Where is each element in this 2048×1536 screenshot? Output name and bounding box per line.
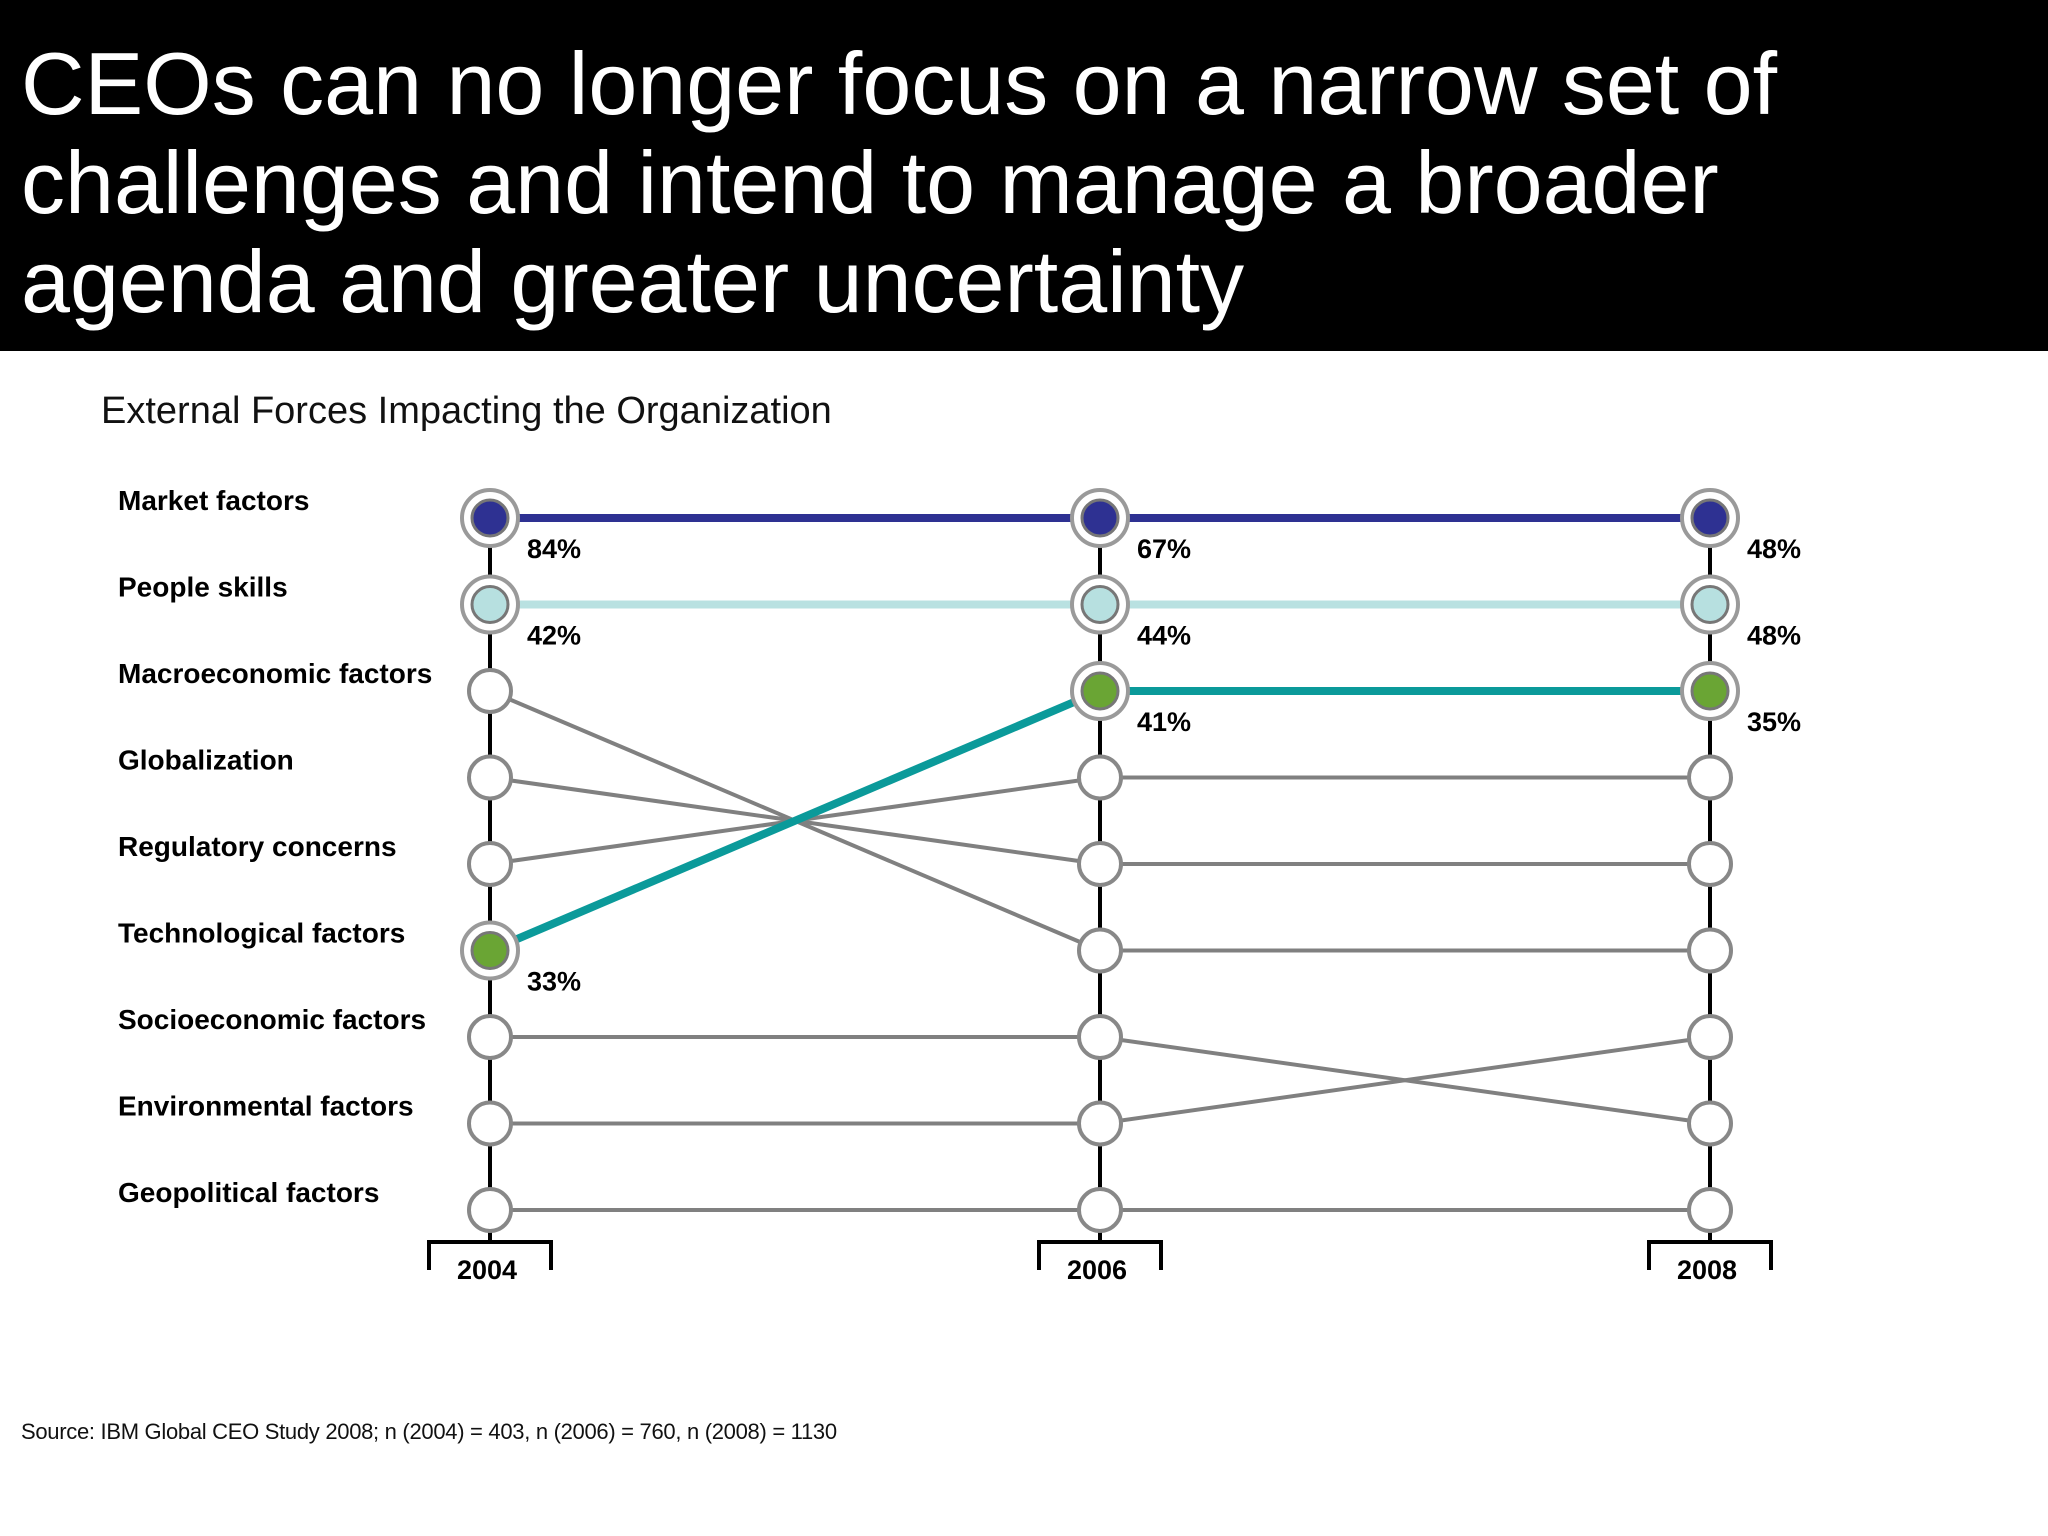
marker-regulatory-concerns-2008 [1687, 754, 1733, 801]
marker-people-skills-2006 [1080, 585, 1120, 624]
marker-environmental-factors-2004 [467, 1100, 513, 1147]
page-title: CEOs can no longer focus on a narrow set… [21, 34, 1778, 331]
year-bracket-2004 [427, 1240, 553, 1270]
marker-socioeconomic-factors-2004 [467, 1014, 513, 1060]
marker-geopolitical-factors-2004 [467, 1187, 513, 1233]
marker-regulatory-concerns-2006 [1077, 754, 1123, 801]
category-label-macroeconomic-factors: Macroeconomic factors [118, 658, 432, 689]
marker-macroeconomic-factors-2008 [1687, 927, 1733, 974]
value-label-technological-factors-2006: 41% [1137, 707, 1191, 737]
marker-technological-factors-2008 [1690, 671, 1730, 711]
marker-geopolitical-factors-2008 [1687, 1187, 1733, 1233]
value-label-people-skills-2004: 42% [527, 621, 581, 651]
marker-people-skills-2008 [1690, 585, 1730, 624]
marker-people-skills-2004 [470, 585, 510, 624]
marker-geopolitical-factors-2006 [1077, 1187, 1123, 1233]
title-bar: CEOs can no longer focus on a narrow set… [0, 0, 2048, 351]
value-label-people-skills-2008: 48% [1747, 621, 1801, 651]
marker-regulatory-concerns-2004 [467, 841, 513, 887]
category-label-regulatory-concerns: Regulatory concerns [118, 831, 397, 862]
series-line-technological-factors-2004-2006 [488, 687, 1102, 955]
marker-market-factors-2008 [1690, 498, 1730, 538]
marker-globalization-2004 [467, 754, 513, 801]
category-label-globalization: Globalization [118, 745, 294, 776]
year-bracket-2006 [1037, 1240, 1163, 1270]
category-label-environmental-factors: Environmental factors [118, 1091, 414, 1122]
year-bracket-2008 [1647, 1240, 1773, 1270]
year-label-2004: 2004 [457, 1255, 517, 1285]
value-label-market-factors-2006: 67% [1137, 534, 1191, 564]
marker-market-factors-2006 [1080, 498, 1120, 538]
category-label-technological-factors: Technological factors [118, 918, 405, 949]
marker-environmental-factors-2008 [1687, 1014, 1733, 1060]
series-line-environmental-factors-2006-2008 [1099, 1035, 1711, 1126]
category-label-market-factors: Market factors [118, 485, 309, 516]
marker-technological-factors-2006 [1080, 671, 1120, 711]
year-label-2008: 2008 [1677, 1255, 1737, 1285]
marker-technological-factors-2004 [470, 931, 510, 970]
marker-environmental-factors-2006 [1077, 1100, 1123, 1147]
value-label-technological-factors-2008: 35% [1747, 707, 1801, 737]
source-note: Source: IBM Global CEO Study 2008; n (20… [21, 1419, 837, 1444]
value-label-market-factors-2004: 84% [527, 534, 581, 564]
marker-macroeconomic-factors-2006 [1077, 927, 1123, 974]
marker-market-factors-2004 [470, 498, 510, 538]
value-label-people-skills-2006: 44% [1137, 621, 1191, 651]
marker-socioeconomic-factors-2008 [1687, 1100, 1733, 1147]
category-label-geopolitical-factors: Geopolitical factors [118, 1177, 379, 1208]
marker-globalization-2008 [1687, 841, 1733, 887]
value-label-market-factors-2008: 48% [1747, 534, 1801, 564]
chart-title: External Forces Impacting the Organizati… [101, 390, 832, 432]
value-label-technological-factors-2004: 33% [527, 967, 581, 997]
category-label-people-skills: People skills [118, 572, 288, 603]
category-label-socioeconomic-factors: Socioeconomic factors [118, 1004, 426, 1035]
marker-macroeconomic-factors-2004 [467, 668, 513, 714]
marker-socioeconomic-factors-2006 [1077, 1014, 1123, 1060]
year-label-2006: 2006 [1067, 1255, 1127, 1285]
marker-globalization-2006 [1077, 841, 1123, 887]
